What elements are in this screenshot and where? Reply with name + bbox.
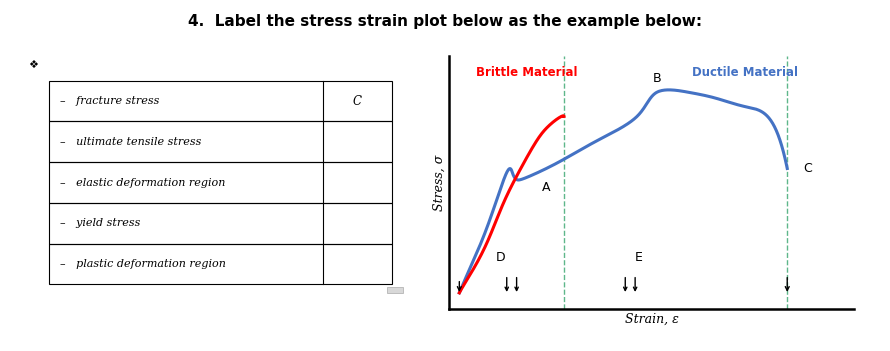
Text: C: C [803,162,812,175]
Text: E: E [635,251,643,264]
Text: C: C [352,94,362,108]
Text: 4.  Label the stress strain plot below as the example below:: 4. Label the stress strain plot below as… [188,14,702,29]
Bar [49,121,392,162]
X-axis label: Strain, ε: Strain, ε [625,313,679,326]
Text: B: B [652,72,661,85]
Bar [387,287,403,293]
Text: D: D [496,251,506,264]
Bar [49,81,392,121]
Text: A: A [542,181,551,194]
Bar [49,162,392,203]
Text: Ductile Material: Ductile Material [692,66,798,79]
Bar [49,203,392,244]
Text: Brittle Material: Brittle Material [476,66,578,79]
Text: –   elastic deformation region: – elastic deformation region [60,178,225,187]
Text: –   yield stress: – yield stress [60,218,140,228]
Text: –   plastic deformation region: – plastic deformation region [60,259,225,269]
Text: –   ultimate tensile stress: – ultimate tensile stress [60,137,201,147]
Bar [49,244,392,284]
Text: ❖: ❖ [28,60,38,70]
Y-axis label: Stress, σ: Stress, σ [433,154,445,211]
Text: –   fracture stress: – fracture stress [60,96,159,106]
